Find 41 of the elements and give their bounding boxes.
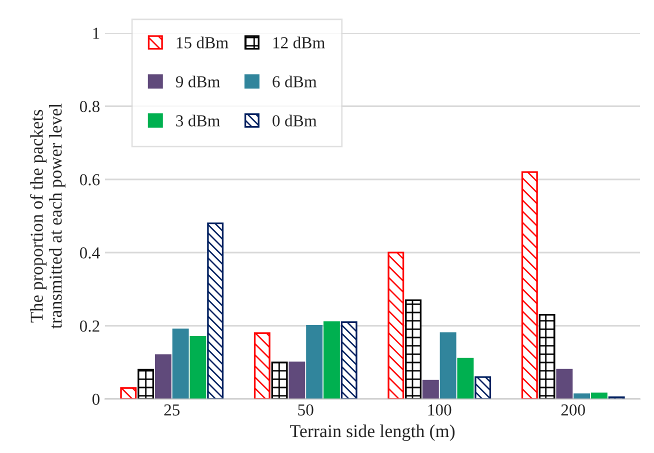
x-tick-label: 50 bbox=[298, 404, 314, 416]
bar bbox=[207, 222, 224, 399]
bar bbox=[138, 368, 154, 399]
bar bbox=[340, 321, 358, 399]
y-tick-label: 0.4 bbox=[80, 247, 100, 259]
bar bbox=[538, 314, 556, 399]
x-tick-label: 100 bbox=[428, 404, 452, 416]
legend-label: 12 dBm bbox=[273, 36, 325, 48]
bar bbox=[590, 392, 608, 399]
bar bbox=[172, 328, 189, 399]
bar bbox=[440, 332, 456, 399]
y-tick-label: 1 bbox=[93, 28, 100, 39]
y-tick-label: 0.2 bbox=[80, 320, 100, 332]
bar bbox=[190, 336, 206, 399]
legend-label: 15 dBm bbox=[176, 36, 228, 48]
bar bbox=[154, 354, 172, 399]
legend-label: 3 dBm bbox=[176, 114, 220, 126]
x-tick-label: 200 bbox=[561, 404, 585, 416]
legend-label: 6 dBm bbox=[272, 76, 317, 88]
y-tick-label: 0.8 bbox=[80, 100, 100, 112]
bar bbox=[288, 362, 306, 399]
bar bbox=[306, 324, 323, 399]
bar bbox=[521, 171, 538, 399]
bar bbox=[254, 332, 270, 399]
bar bbox=[405, 299, 422, 399]
bar bbox=[457, 358, 474, 399]
y-tick-label: 0.6 bbox=[80, 174, 100, 186]
x-axis-title: Terrain side length (m) bbox=[290, 424, 455, 441]
x-tick-label: 25 bbox=[164, 404, 180, 416]
y-tick-label: 0 bbox=[92, 394, 100, 405]
bar bbox=[120, 387, 137, 399]
bar bbox=[474, 376, 492, 399]
bar bbox=[388, 252, 404, 399]
bar bbox=[323, 321, 340, 399]
y-axis-title: The proportion of the packets transmitted at each power level bbox=[30, 104, 66, 329]
bar bbox=[574, 393, 590, 399]
legend-label: 0 dBm bbox=[272, 114, 317, 126]
bar bbox=[422, 380, 439, 399]
bar bbox=[556, 368, 573, 399]
legend-label: 9 dBm bbox=[176, 76, 220, 88]
bar bbox=[271, 362, 288, 399]
